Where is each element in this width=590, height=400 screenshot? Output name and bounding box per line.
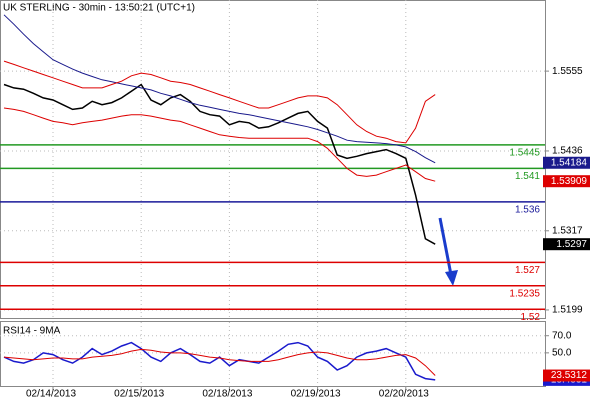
- level-label: 1.5445: [509, 148, 540, 159]
- value-badge: [543, 175, 590, 188]
- level-label: 1.5235: [509, 288, 540, 299]
- price-frame: [0, 0, 546, 319]
- y-tick-label: 50.0: [552, 347, 572, 358]
- forecast-arrow: [438, 217, 454, 281]
- y-tick-label: 1.5317: [552, 225, 583, 236]
- value-badge: [543, 156, 590, 169]
- x-tick-label: 02/15/2013: [114, 389, 164, 400]
- series-line: [3, 107, 436, 182]
- y-tick-label: 1.5199: [552, 305, 583, 316]
- value-badge: [543, 369, 590, 382]
- chart-title: UK STERLING - 30min - 13:50:21 (UTC+1): [3, 3, 195, 14]
- series-line: [3, 341, 436, 381]
- series-line: [3, 14, 436, 164]
- level-label: 1.536: [515, 205, 540, 216]
- series-line: [3, 348, 436, 376]
- level-label: 1.52: [521, 312, 541, 323]
- series-line: [3, 60, 436, 144]
- level-label: 1.541: [515, 171, 540, 182]
- y-tick-label: 1.5436: [552, 146, 583, 157]
- x-tick-label: 02/18/2013: [202, 389, 252, 400]
- level-label: 1.527: [515, 265, 540, 276]
- x-tick-label: 02/14/2013: [26, 389, 76, 400]
- value-badge: [543, 238, 590, 251]
- value-badge-label: 1.53909: [551, 176, 588, 187]
- rsi-frame: [0, 321, 546, 387]
- rsi-title: RSI14 - 9MA: [3, 326, 61, 337]
- y-tick-label: 70.0: [552, 330, 572, 341]
- value-badge-label: 23.5312: [551, 370, 588, 381]
- value-badge-label: 1.54184: [551, 157, 588, 168]
- x-tick-label: 02/19/2013: [291, 389, 341, 400]
- y-tick-label: 1.5555: [552, 66, 583, 77]
- value-badge-label: 1.5297: [556, 239, 587, 250]
- forecast-arrow-head: [445, 270, 458, 286]
- series-line: [3, 83, 436, 245]
- x-tick-label: 02/20/2013: [379, 389, 429, 400]
